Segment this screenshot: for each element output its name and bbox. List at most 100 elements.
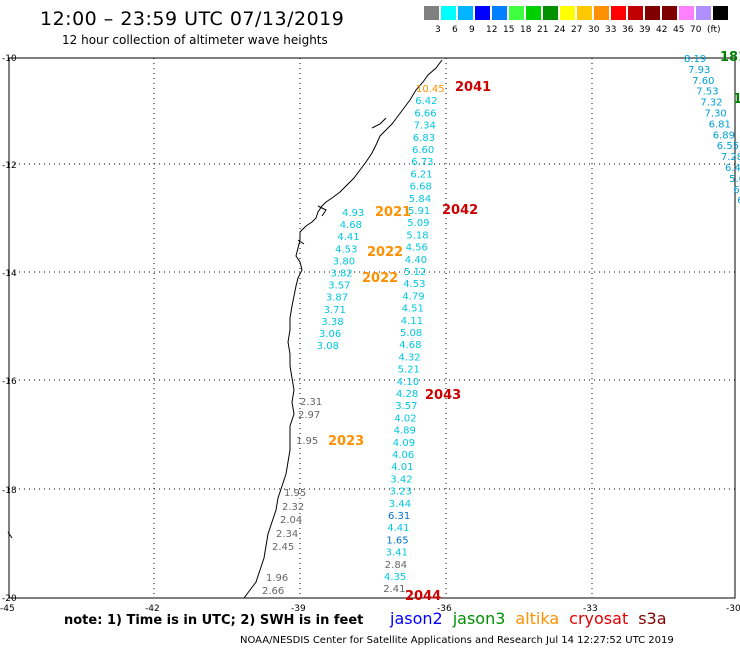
wave-height-value: 4.53 <box>335 244 357 255</box>
wave-height-value: 4.01 <box>391 462 413 473</box>
wave-height-values: 10.456.426.66 7.346.836.606.736.21 6.685.8… <box>262 54 740 597</box>
wave-height-value: 7.53 <box>696 87 718 98</box>
wave-height-value: 3.08 <box>317 341 339 352</box>
pass-time-label: 181 <box>720 50 740 65</box>
map-frame <box>8 57 736 599</box>
pass-time-label: 2022 <box>362 271 398 286</box>
wave-height-value: 4.35 <box>384 572 406 583</box>
wave-height-value: 4.51 <box>402 304 424 315</box>
pass-time-label: 2022 <box>367 245 403 260</box>
wave-height-value: 4.02 <box>394 413 416 424</box>
longitude-label: -39 <box>291 604 306 614</box>
pass-time-label: 2042 <box>442 203 478 218</box>
satellite-jason2: jason2 <box>390 609 443 628</box>
wave-height-value: 1.65 <box>386 535 408 546</box>
legend-swatch <box>696 6 711 20</box>
legend-swatch <box>526 6 541 20</box>
graticule <box>9 58 735 598</box>
wave-height-value: 5.08 <box>400 328 422 339</box>
axis-labels: -10 -12 -14 -16 -18 -20-45 -42 -39 -36 -33 -30 <box>0 54 740 614</box>
wave-height-value: 6.89 <box>713 130 735 141</box>
wave-height-value: 4.28 <box>396 389 418 400</box>
wave-height-value: 1.95 <box>296 436 318 447</box>
wave-height-value: 5.84 <box>409 194 431 205</box>
legend-swatch <box>441 6 456 20</box>
wave-height-value: 3.80 <box>333 256 355 267</box>
wave-height-value: 4.32 <box>398 352 420 363</box>
legend-swatch <box>611 6 626 20</box>
wave-height-value: 10.45 <box>416 84 445 95</box>
latitude-label: -16 <box>2 377 17 387</box>
legend-swatch <box>509 6 524 20</box>
legend-label: 15 <box>503 25 515 35</box>
legend-swatch <box>560 6 575 20</box>
legend-label: 30 <box>588 25 600 35</box>
wave-height-value: 3.57 <box>328 281 350 292</box>
legend-label: 70 <box>690 25 702 35</box>
wave-height-value: 4.40 <box>405 255 427 266</box>
wave-height-value: 2.31 <box>300 397 322 408</box>
wave-height-value: 5.09 <box>407 218 429 229</box>
legend-label: 24 <box>554 25 566 35</box>
legend-swatch <box>662 6 677 20</box>
wave-height-value: 1.96 <box>266 573 288 584</box>
wave-height-value: 6.55 <box>717 141 739 152</box>
wave-height-value: 3.57 <box>395 401 417 412</box>
wave-height-value: 3.71 <box>324 305 346 316</box>
legend-label: 9 <box>469 25 475 35</box>
wave-height-value: 6.68 <box>410 182 432 193</box>
wave-height-value: 7.30 <box>705 109 727 120</box>
wave-height-value: 6.21 <box>410 169 432 180</box>
credit-footer: NOAA/NESDIS Center for Satellite Applica… <box>240 635 674 646</box>
legend-swatch <box>475 6 490 20</box>
wave-height-value: 5.91 <box>408 206 430 217</box>
longitude-label: -33 <box>583 604 598 614</box>
wave-height-value: 4.79 <box>402 291 424 302</box>
map-title: 12:00 – 23:59 UTC 07/13/2019 <box>40 8 345 30</box>
wave-height-value: 3.44 <box>389 499 411 510</box>
wave-height-value: 5.18 <box>406 230 428 241</box>
wave-height-value: 3.41 <box>386 548 408 559</box>
legend-swatch <box>424 6 439 20</box>
wave-height-value: 4.41 <box>387 523 409 534</box>
legend-swatch <box>458 6 473 20</box>
legend-swatch <box>543 6 558 20</box>
wave-height-value: 2.41 <box>383 584 405 595</box>
satellite-cryosat: cryosat <box>569 609 629 628</box>
longitude-label: -36 <box>437 604 452 614</box>
wave-height-value: 2.97 <box>298 410 320 421</box>
satellite-legend: jason2 jason3 altika cryosat s3a <box>390 609 677 628</box>
latitude-label: -14 <box>2 269 17 279</box>
pass-time-label: 2044 <box>405 589 441 604</box>
coastline <box>243 59 443 599</box>
legend-swatch <box>577 6 592 20</box>
legend-label: 6 <box>452 25 458 35</box>
wave-height-value: 3.38 <box>321 317 343 328</box>
coastline-islands <box>7 117 387 539</box>
legend-label: 12 <box>486 25 498 35</box>
wave-height-value: 3.82 <box>331 269 353 280</box>
wave-height-value: 6.81 <box>709 119 731 130</box>
latitude-label: -12 <box>2 161 17 171</box>
wave-height-value: 3.42 <box>390 474 412 485</box>
wave-height-value: 6.73 <box>411 157 433 168</box>
pass-time-label: 1 <box>733 92 740 107</box>
legend-label: 36 <box>622 25 634 35</box>
wave-height-value: 4.56 <box>406 243 428 254</box>
wave-height-value: 2.34 <box>276 529 298 540</box>
wave-height-value: 6.66 <box>414 108 436 119</box>
wave-height-value: 2.32 <box>282 502 304 513</box>
wave-height-value: 4.68 <box>340 220 362 231</box>
legend-label: 3 <box>435 25 441 35</box>
satellite-altika: altika <box>515 609 560 628</box>
pass-time-label: 2041 <box>455 80 491 95</box>
latitude-label: -20 <box>2 594 17 604</box>
wave-height-value: 3.06 <box>319 329 341 340</box>
wave-height-value: 7.93 <box>688 65 710 76</box>
wave-height-value: 4.10 <box>397 377 419 388</box>
wave-height-value: 2.66 <box>262 586 284 597</box>
wave-height-value: 7.32 <box>700 98 722 109</box>
wave-height-value: 8.19 <box>684 54 706 65</box>
legend-label: 42 <box>656 25 668 35</box>
